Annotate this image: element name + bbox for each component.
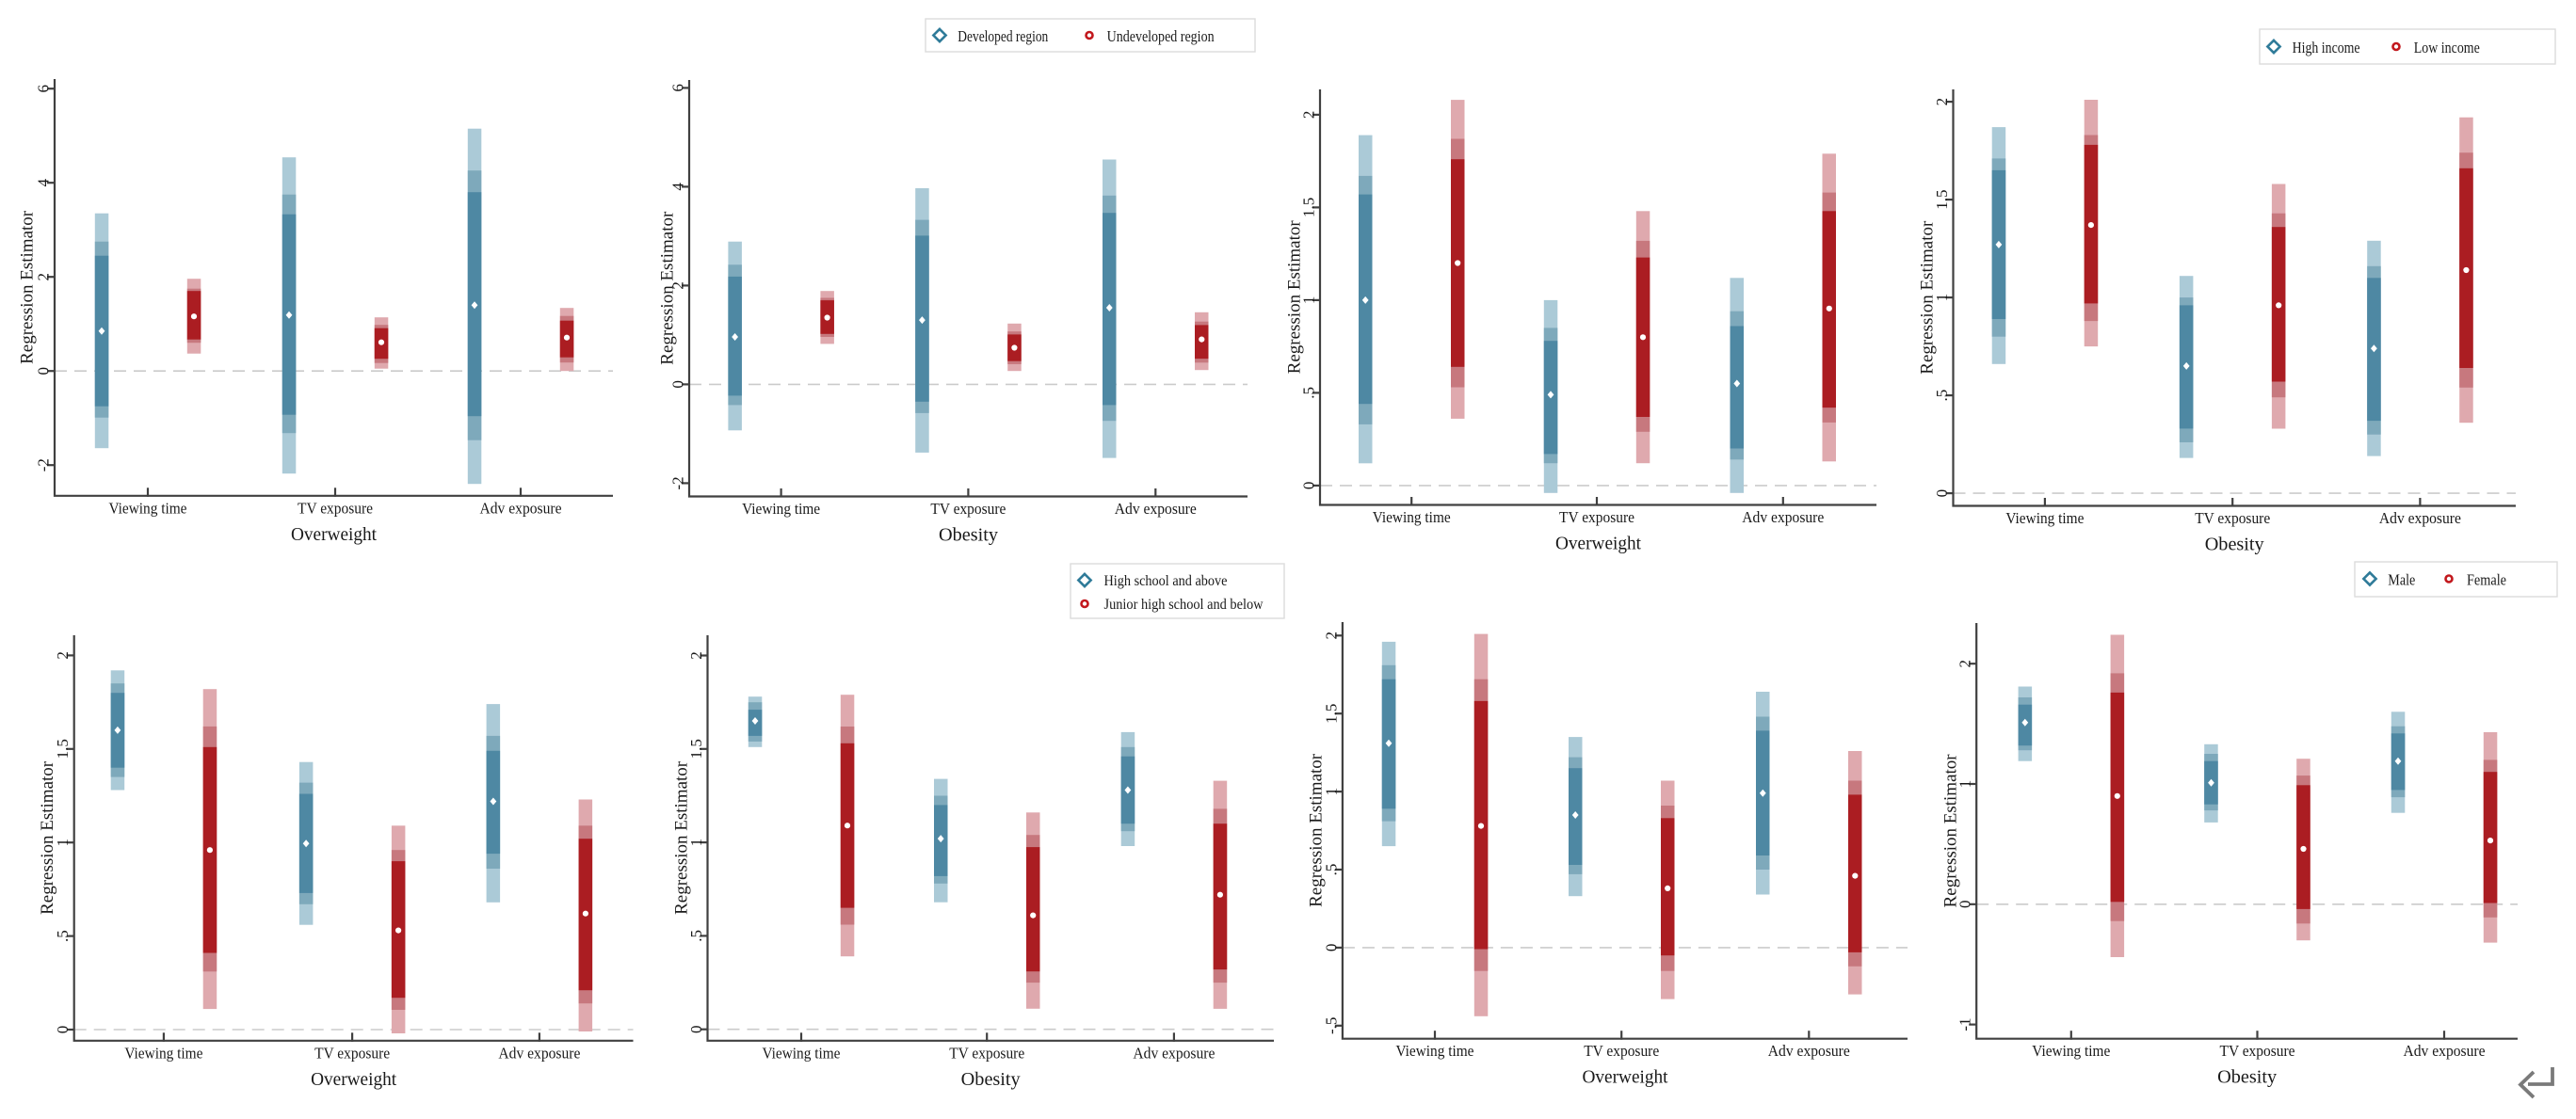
svg-text:TV exposure: TV exposure bbox=[949, 1044, 1024, 1062]
svg-text:Regression Estimator: Regression Estimator bbox=[658, 211, 678, 365]
svg-text:0: 0 bbox=[1322, 944, 1340, 952]
svg-text:Adv exposure: Adv exposure bbox=[2404, 1042, 2486, 1060]
svg-text:Obesity: Obesity bbox=[2205, 535, 2264, 555]
svg-text:TV exposure: TV exposure bbox=[2195, 509, 2270, 527]
svg-text:Adv exposure: Adv exposure bbox=[480, 499, 562, 517]
svg-text:0: 0 bbox=[669, 380, 687, 389]
svg-text:1.5: 1.5 bbox=[687, 739, 705, 759]
svg-text:Male: Male bbox=[2388, 571, 2415, 589]
svg-text:Regression Estimator: Regression Estimator bbox=[672, 760, 692, 915]
svg-text:TV exposure: TV exposure bbox=[298, 499, 373, 517]
svg-text:Overweight: Overweight bbox=[311, 1069, 396, 1090]
svg-text:1.5: 1.5 bbox=[1933, 189, 1951, 209]
svg-text:2: 2 bbox=[1300, 111, 1318, 120]
svg-text:Obesity: Obesity bbox=[961, 1069, 1021, 1090]
svg-text:Overweight: Overweight bbox=[1583, 1067, 1668, 1088]
svg-text:-2: -2 bbox=[669, 476, 687, 489]
svg-text:.5: .5 bbox=[687, 930, 705, 942]
svg-text:Junior high school and below: Junior high school and below bbox=[1104, 597, 1264, 613]
svg-text:2: 2 bbox=[687, 651, 705, 660]
svg-text:1: 1 bbox=[687, 839, 705, 847]
svg-text:1: 1 bbox=[1956, 780, 1974, 789]
svg-text:0: 0 bbox=[35, 367, 53, 376]
svg-text:6: 6 bbox=[669, 84, 687, 92]
svg-text:Regression Estimator: Regression Estimator bbox=[1941, 754, 1961, 908]
svg-text:Regression Estimator: Regression Estimator bbox=[1285, 220, 1305, 375]
svg-text:Adv exposure: Adv exposure bbox=[2379, 509, 2461, 527]
svg-text:4: 4 bbox=[669, 183, 687, 191]
svg-text:Obesity: Obesity bbox=[939, 525, 998, 546]
svg-text:2: 2 bbox=[669, 281, 687, 290]
svg-text:TV exposure: TV exposure bbox=[930, 500, 1006, 518]
svg-text:-1: -1 bbox=[1956, 1018, 1974, 1031]
svg-text:1.5: 1.5 bbox=[54, 739, 72, 759]
svg-text:.5: .5 bbox=[1300, 387, 1318, 399]
svg-text:2: 2 bbox=[1933, 98, 1951, 106]
svg-text:1: 1 bbox=[54, 839, 72, 847]
svg-text:Viewing time: Viewing time bbox=[2032, 1042, 2110, 1060]
svg-text:-.5: -.5 bbox=[1322, 1017, 1340, 1034]
svg-text:6: 6 bbox=[35, 85, 53, 93]
svg-text:2: 2 bbox=[1322, 631, 1340, 640]
svg-text:Obesity: Obesity bbox=[2217, 1067, 2277, 1088]
svg-text:Overweight: Overweight bbox=[291, 524, 377, 545]
svg-text:Female: Female bbox=[2467, 571, 2506, 589]
svg-text:2: 2 bbox=[35, 273, 53, 281]
svg-text:High income: High income bbox=[2293, 39, 2360, 56]
svg-text:Viewing time: Viewing time bbox=[124, 1044, 202, 1062]
svg-text:Undeveloped region: Undeveloped region bbox=[1107, 27, 1215, 45]
svg-text:Low income: Low income bbox=[2414, 39, 2480, 56]
svg-text:TV exposure: TV exposure bbox=[1584, 1042, 1659, 1060]
svg-text:Developed region: Developed region bbox=[958, 27, 1048, 45]
svg-text:TV exposure: TV exposure bbox=[2220, 1042, 2295, 1060]
svg-text:-2: -2 bbox=[35, 458, 53, 472]
svg-text:.5: .5 bbox=[1322, 864, 1340, 876]
svg-text:1: 1 bbox=[1322, 788, 1340, 796]
svg-text:1: 1 bbox=[1933, 294, 1951, 302]
svg-text:0: 0 bbox=[1933, 489, 1951, 498]
svg-text:TV exposure: TV exposure bbox=[314, 1044, 390, 1062]
svg-text:Adv exposure: Adv exposure bbox=[1742, 508, 1824, 526]
svg-text:4: 4 bbox=[35, 178, 53, 186]
svg-text:Viewing time: Viewing time bbox=[2005, 509, 2084, 527]
svg-text:Viewing time: Viewing time bbox=[763, 1044, 841, 1062]
svg-text:Adv exposure: Adv exposure bbox=[1133, 1044, 1215, 1062]
svg-text:2: 2 bbox=[54, 651, 72, 660]
svg-text:Viewing time: Viewing time bbox=[742, 500, 820, 518]
svg-text:Regression Estimator: Regression Estimator bbox=[1307, 753, 1327, 907]
svg-text:0: 0 bbox=[54, 1026, 72, 1034]
svg-text:0: 0 bbox=[1300, 482, 1318, 490]
svg-text:Regression Estimator: Regression Estimator bbox=[1918, 220, 1938, 375]
svg-text:.5: .5 bbox=[54, 930, 72, 942]
svg-text:Viewing time: Viewing time bbox=[1396, 1042, 1474, 1060]
svg-text:Overweight: Overweight bbox=[1555, 534, 1641, 554]
svg-text:1.5: 1.5 bbox=[1322, 704, 1340, 724]
svg-text:Adv exposure: Adv exposure bbox=[498, 1044, 580, 1062]
svg-text:Regression Estimator: Regression Estimator bbox=[18, 210, 38, 364]
svg-text:1.5: 1.5 bbox=[1300, 198, 1318, 217]
svg-text:1: 1 bbox=[1300, 296, 1318, 305]
svg-text:2: 2 bbox=[1956, 660, 1974, 668]
svg-text:Viewing time: Viewing time bbox=[1373, 508, 1451, 526]
svg-text:Regression Estimator: Regression Estimator bbox=[38, 760, 57, 915]
svg-text:TV exposure: TV exposure bbox=[1559, 508, 1634, 526]
svg-text:High school and above: High school and above bbox=[1104, 573, 1228, 589]
svg-text:Viewing time: Viewing time bbox=[109, 499, 187, 517]
svg-text:Adv exposure: Adv exposure bbox=[1768, 1042, 1850, 1060]
svg-text:.5: .5 bbox=[1933, 390, 1951, 402]
svg-text:0: 0 bbox=[1956, 901, 1974, 909]
svg-text:0: 0 bbox=[687, 1025, 705, 1033]
svg-text:Adv exposure: Adv exposure bbox=[1115, 500, 1197, 518]
